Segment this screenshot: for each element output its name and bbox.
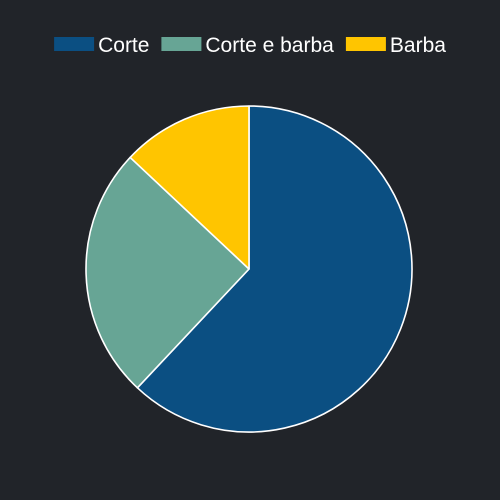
legend-swatch-barba xyxy=(345,37,386,51)
pie-slices xyxy=(85,105,413,433)
legend-item-barba: Barba xyxy=(345,34,446,57)
legend-item-corte-e-barba: Corte e barba xyxy=(161,34,334,57)
chart-legend: Corte Corte e barba Barba xyxy=(54,34,446,57)
legend-label-corte-e-barba: Corte e barba xyxy=(205,34,334,57)
pie-slice-corte-e-barba xyxy=(85,156,250,389)
legend-label-corte: Corte xyxy=(98,34,149,57)
legend-swatch-corte-e-barba xyxy=(161,37,202,51)
legend-swatch-corte xyxy=(54,37,95,51)
legend-item-corte: Corte xyxy=(54,34,149,57)
legend-label-barba: Barba xyxy=(390,34,446,57)
pie-slice-corte xyxy=(136,105,413,433)
pie-slice-barba xyxy=(129,105,250,270)
